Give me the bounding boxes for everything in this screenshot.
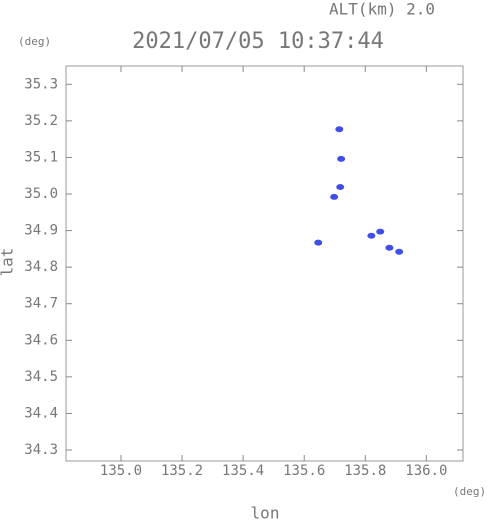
echo — [335, 126, 344, 133]
y-tick-label: 34.9 — [24, 223, 58, 239]
y-tick-label: 35.1 — [24, 149, 58, 165]
x-tick-label: 135.8 — [344, 463, 386, 479]
echo — [395, 248, 404, 255]
y-tick-label: 35.0 — [24, 186, 58, 202]
echo — [330, 193, 339, 200]
y-tick-label: 35.3 — [24, 76, 58, 92]
echo — [376, 228, 385, 235]
echo — [337, 155, 346, 162]
y-tick-label: 34.7 — [24, 296, 58, 312]
echo — [385, 244, 394, 251]
echo — [314, 239, 323, 246]
y-tick-label: 34.3 — [24, 442, 58, 458]
y-tick-label: 34.6 — [24, 332, 58, 348]
echo — [367, 232, 376, 239]
x-tick-label: 136.0 — [405, 463, 447, 479]
chart-title: 2021/07/05 10:37:44 — [132, 29, 384, 54]
echo — [336, 184, 345, 191]
x-tick-label: 135.4 — [222, 463, 264, 479]
y-tick-label: 34.4 — [24, 405, 58, 421]
altitude-label: ALT(km) 2.0 — [329, 0, 435, 19]
y-axis-label: lat — [0, 248, 17, 277]
x-tick-label: 135.0 — [100, 463, 142, 479]
x-tick-label: 135.2 — [161, 463, 203, 479]
x-tick-label: 135.6 — [283, 463, 325, 479]
y-unit: (deg) — [18, 35, 51, 48]
x-axis-label: lon — [251, 504, 280, 521]
y-tick-label: 35.2 — [24, 113, 58, 129]
plot-frame — [65, 65, 464, 462]
y-tick-label: 34.8 — [24, 259, 58, 275]
y-tick-label: 34.5 — [24, 369, 58, 385]
x-unit: (deg) — [453, 485, 486, 498]
